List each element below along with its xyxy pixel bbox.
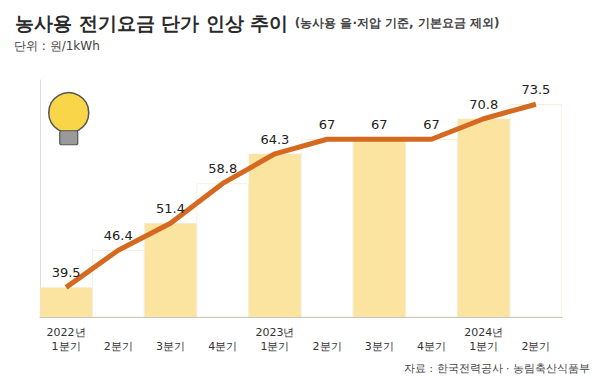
svg-text:2분기: 2분기 <box>521 340 550 353</box>
svg-text:1분기: 1분기 <box>469 340 498 353</box>
svg-text:67: 67 <box>319 117 336 132</box>
svg-text:46.4: 46.4 <box>104 228 133 243</box>
svg-text:1분기: 1분기 <box>52 340 81 353</box>
svg-text:70.8: 70.8 <box>469 97 498 112</box>
svg-text:2024년: 2024년 <box>464 326 503 339</box>
svg-text:2023년: 2023년 <box>255 326 294 339</box>
svg-text:2022년: 2022년 <box>47 326 86 339</box>
svg-text:67: 67 <box>371 117 388 132</box>
svg-text:1분기: 1분기 <box>260 340 289 353</box>
svg-text:농사용 전기요금 단가 인상 추이: 농사용 전기요금 단가 인상 추이 <box>15 12 288 34</box>
svg-text:67: 67 <box>423 117 440 132</box>
svg-text:4분기: 4분기 <box>208 340 237 353</box>
svg-text:3분기: 3분기 <box>156 340 185 353</box>
svg-text:64.3: 64.3 <box>260 132 289 147</box>
svg-text:39.5: 39.5 <box>52 265 81 280</box>
svg-text:자료 : 한국전력공사 · 농림축산식품부: 자료 : 한국전력공사 · 농림축산식품부 <box>404 362 590 375</box>
svg-text:(농사용 을·저압 기준, 기본요금 제외): (농사용 을·저압 기준, 기본요금 제외) <box>295 16 500 30</box>
svg-text:2분기: 2분기 <box>104 340 133 353</box>
svg-text:51.4: 51.4 <box>156 201 185 216</box>
svg-text:3분기: 3분기 <box>365 340 394 353</box>
svg-text:4분기: 4분기 <box>417 340 446 353</box>
svg-text:2분기: 2분기 <box>313 340 342 353</box>
svg-text:58.8: 58.8 <box>208 161 237 176</box>
svg-text:단위 : 원/1kWh: 단위 : 원/1kWh <box>14 39 100 53</box>
svg-text:73.5: 73.5 <box>521 82 550 97</box>
